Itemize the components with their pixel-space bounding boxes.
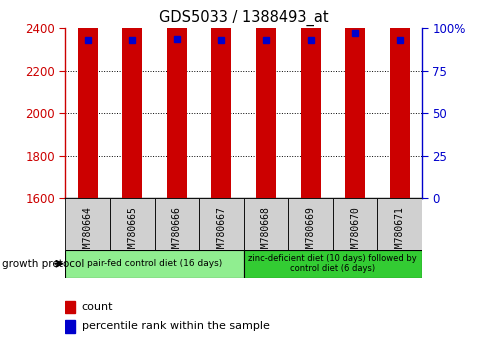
Bar	[332, 198, 377, 250]
Text: count: count	[81, 302, 113, 312]
Bar	[287, 198, 332, 250]
Title: GDS5033 / 1388493_at: GDS5033 / 1388493_at	[159, 9, 328, 25]
Bar	[77, 147, 98, 354]
Text: GSM780669: GSM780669	[305, 206, 315, 259]
Bar	[154, 198, 199, 250]
Bar	[166, 101, 186, 354]
Bar	[122, 154, 142, 354]
Bar	[300, 115, 320, 354]
Text: GSM780670: GSM780670	[349, 206, 359, 259]
Text: GSM780667: GSM780667	[216, 206, 226, 259]
Bar	[122, 0, 142, 198]
Bar	[256, 142, 275, 354]
Bar	[300, 0, 320, 198]
Bar	[65, 320, 76, 333]
Bar	[77, 0, 98, 198]
Text: GSM780666: GSM780666	[171, 206, 182, 259]
Bar	[65, 250, 243, 278]
Bar	[256, 0, 275, 198]
Bar	[65, 198, 110, 250]
Text: percentile rank within the sample: percentile rank within the sample	[81, 321, 269, 331]
Bar	[389, 0, 409, 198]
Bar	[110, 198, 154, 250]
Bar	[345, 45, 364, 354]
Bar	[211, 0, 231, 198]
Bar	[243, 198, 287, 250]
Text: GSM780671: GSM780671	[394, 206, 404, 259]
Text: GSM780665: GSM780665	[127, 206, 137, 259]
Text: growth protocol: growth protocol	[2, 259, 85, 269]
Bar	[211, 161, 231, 354]
Bar	[166, 0, 186, 198]
Text: zinc-deficient diet (10 days) followed by
control diet (6 days): zinc-deficient diet (10 days) followed b…	[248, 254, 416, 273]
Bar	[377, 198, 421, 250]
Bar	[199, 198, 243, 250]
Text: GSM780668: GSM780668	[260, 206, 271, 259]
Bar	[345, 0, 364, 198]
Text: pair-fed control diet (16 days): pair-fed control diet (16 days)	[87, 259, 222, 268]
Text: GSM780664: GSM780664	[83, 206, 92, 259]
Bar	[65, 301, 76, 313]
Bar	[243, 250, 421, 278]
Bar	[389, 165, 409, 354]
